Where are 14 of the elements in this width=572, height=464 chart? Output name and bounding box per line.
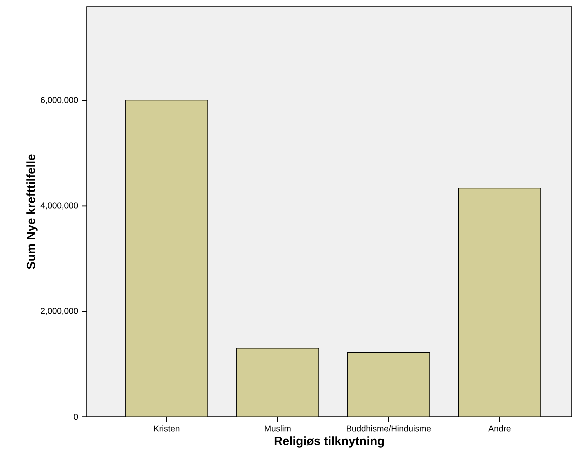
y-tick-label: 2,000,000 xyxy=(41,308,78,316)
y-tick-label: 6,000,000 xyxy=(41,97,78,104)
bar xyxy=(236,348,320,417)
bar xyxy=(458,188,542,417)
x-axis-title: Religiøs tilknytning xyxy=(274,436,384,448)
y-tick-label: 4,000,000 xyxy=(40,202,78,210)
x-tick-label: Andre xyxy=(488,426,511,432)
x-tick-label: Kristen xyxy=(154,426,180,432)
x-tick-label: Buddhisme/Hinduisme xyxy=(347,426,431,432)
bar xyxy=(126,100,208,417)
bar xyxy=(348,352,430,417)
x-tick-label: Muslim xyxy=(265,426,291,432)
y-axis-title: Sum Nye krefttilfelle xyxy=(26,154,38,270)
y-tick-label: 0 xyxy=(74,414,78,420)
